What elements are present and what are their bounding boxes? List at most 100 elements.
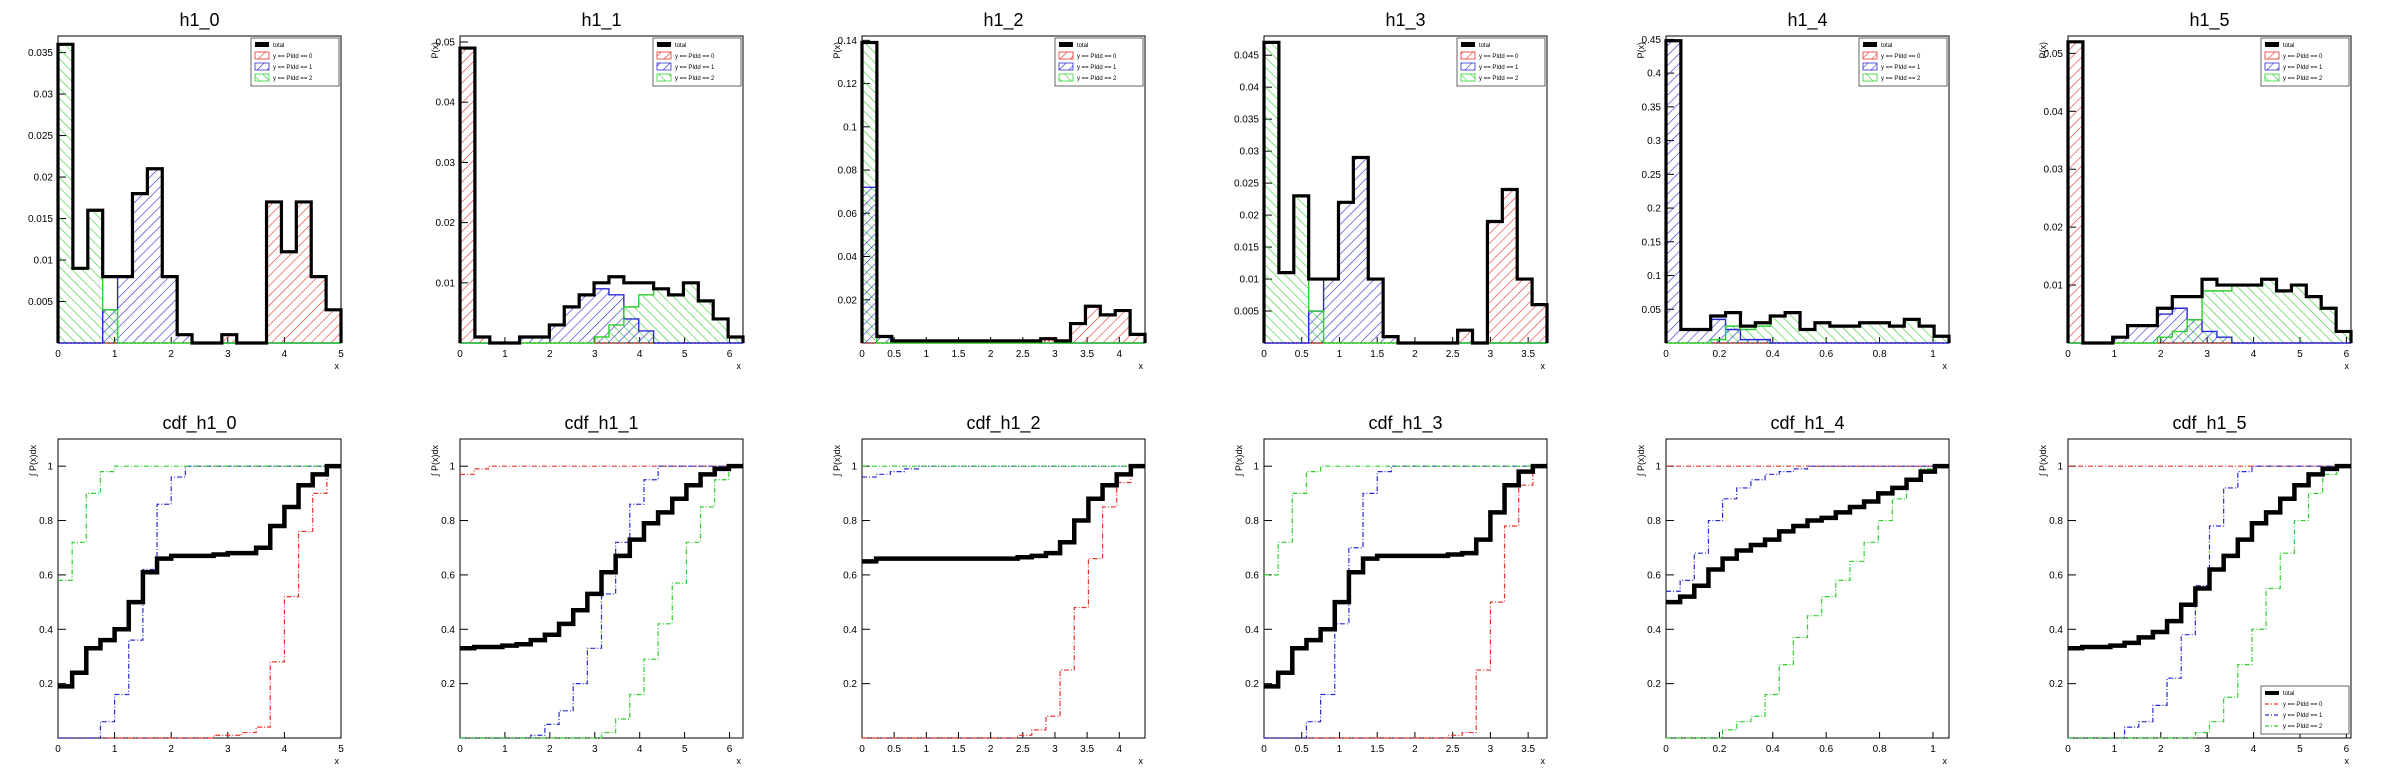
hist-bar-pid0 [1130, 334, 1145, 343]
y-tick-label: 0.4 [843, 625, 857, 636]
x-tick-label: 3 [1488, 349, 1494, 360]
hist-bar-pid1 [1353, 157, 1369, 343]
x-tick-label: 6 [2344, 744, 2350, 755]
y-tick-label: 0.035 [1234, 115, 1259, 126]
legend-label: total [2283, 691, 2294, 697]
hist-bar-pid0 [221, 334, 237, 343]
y-axis-label: P(x) [430, 42, 440, 59]
y-tick-label: 0.01 [2044, 281, 2064, 292]
hist-bar-pid0 [1487, 221, 1503, 343]
hist-bar-pid1 [519, 336, 535, 343]
x-tick-label: 1 [1337, 744, 1343, 755]
x-tick-label: 2.5 [1016, 744, 1030, 755]
x-tick-label: 5 [682, 744, 688, 755]
x-tick-label: 3.5 [1080, 744, 1094, 755]
x-tick-label: 3 [1052, 744, 1058, 755]
y-tick-label: 0.045 [1234, 51, 1259, 62]
cdf-line-total [862, 463, 1145, 564]
legend-label: y == PIdd == 0 [1479, 54, 1519, 60]
x-tick-label: 3 [592, 349, 598, 360]
x-tick-label: 2 [168, 349, 174, 360]
hist-bar-pid0 [281, 251, 297, 343]
x-tick-label: 1.5 [1370, 349, 1384, 360]
y-axis-label: ∫ P(x)dx [1636, 445, 1646, 477]
x-tick-label: 4 [282, 349, 288, 360]
hist-bar-pid2 [2306, 296, 2322, 343]
y-axis-label: ∫ P(x)dx [430, 445, 440, 477]
x-axis-label: x [335, 361, 340, 371]
legend-label: total [1881, 43, 1892, 49]
x-tick-label: 0 [457, 744, 463, 755]
x-tick-label: 1.5 [952, 744, 966, 755]
x-tick-label: 2.5 [1016, 349, 1030, 360]
y-tick-label: 0.01 [436, 278, 456, 289]
x-tick-label: 0.2 [1712, 349, 1726, 360]
hist-bar-pid2 [2261, 279, 2277, 343]
legend-swatch-pid2 [656, 73, 672, 82]
hist-bar-pid1 [549, 324, 565, 343]
legend-swatch-pid2 [1058, 73, 1074, 82]
cdf-line-pid1 [2068, 465, 2351, 739]
legend-label: y == PIdd == 2 [2283, 724, 2323, 730]
x-tick-label: 0 [1261, 744, 1267, 755]
y-tick-label: 0.35 [1642, 102, 1662, 113]
hist-bar-pid2 [2216, 290, 2232, 343]
hist-bar-pid1 [1740, 339, 1756, 343]
hist-bar-pid1 [1308, 311, 1324, 343]
hist-bar-pid0 [1070, 323, 1086, 343]
chart-panel-h1-1: h1_1 0 1 2 3 4 5 6 0.01 0.02 0.03 0.04 0.05 x P(x) tota… [430, 10, 745, 371]
hist-bar-pid2 [1934, 336, 1949, 343]
y-tick-label: 0.03 [436, 158, 456, 169]
hist-bar-pid1 [2157, 314, 2173, 343]
x-tick-label: 0.8 [1873, 349, 1887, 360]
chart-title: h1_5 [2189, 10, 2229, 31]
y-axis-label: ∫ P(x)dx [2038, 445, 2048, 477]
x-tick-label: 0 [2065, 744, 2071, 755]
x-tick-label: 0 [859, 744, 865, 755]
chart-panel-h1-0: h1_0 0 1 2 3 4 5 0.005 0.01 0.015 0.02 0.025 0.03 0.0… [28, 10, 344, 371]
x-tick-label: 0.8 [1873, 744, 1887, 755]
hist-bar-pid1 [876, 336, 892, 343]
legend-label: y == PIdd == 2 [1077, 76, 1117, 82]
y-tick-label: 0.03 [2044, 165, 2064, 176]
chart-title: cdf_h1_2 [966, 413, 1040, 434]
legend: total y == PIdd == 0 y == PIdd == 1 y == PI… [652, 37, 742, 87]
y-tick-label: 1 [1655, 462, 1661, 473]
legend-swatch-total [1461, 42, 1475, 47]
legend-label: y == PIdd == 0 [2283, 54, 2323, 60]
y-tick-label: 0.14 [838, 36, 858, 47]
legend: total y == PIdd == 0 y == PIdd == 1 y == PI… [1054, 37, 1144, 87]
x-tick-label: 2 [168, 744, 174, 755]
y-tick-label: 0.8 [2049, 516, 2063, 527]
hist-bar-pid2 [2291, 285, 2307, 343]
legend: total y == PIdd == 0 y == PIdd == 1 y == PI… [2260, 37, 2350, 87]
hist-bar-pid2 [1859, 322, 1875, 343]
hist-bar-pid2 [87, 210, 103, 343]
hist-bar-pid1 [1725, 329, 1741, 343]
legend-swatch-pid1 [1058, 62, 1074, 71]
x-axis-label: x [335, 756, 340, 766]
x-tick-label: 1 [2112, 744, 2118, 755]
legend-label: y == PIdd == 0 [1077, 54, 1117, 60]
legend: total y == PIdd == 0 y == PIdd == 1 y == PI… [250, 37, 340, 87]
x-tick-label: 2 [1412, 349, 1418, 360]
x-tick-label: 0.2 [1712, 744, 1726, 755]
cdf-line-pid2 [1666, 465, 1949, 739]
legend-swatch-pid2 [1862, 73, 1878, 82]
y-tick-label: 0.8 [39, 516, 53, 527]
hist-bar-pid2 [1904, 319, 1920, 343]
x-tick-label: 3.5 [1521, 349, 1535, 360]
x-tick-label: 4 [637, 744, 643, 755]
hist-bar-pid2 [1293, 195, 1309, 343]
y-tick-label: 0.03 [34, 90, 54, 101]
legend-swatch-pid1 [254, 62, 270, 71]
x-axis-label: x [737, 361, 742, 371]
legend-swatch-pid2 [1460, 73, 1476, 82]
legend-label: y == PIdd == 0 [2283, 702, 2323, 708]
hist-bar-pid1 [608, 294, 624, 343]
y-tick-label: 0.4 [39, 625, 53, 636]
x-axis-label: x [737, 756, 742, 766]
x-axis-label: x [1541, 361, 1546, 371]
cdf-line-pid1 [862, 465, 1145, 478]
x-tick-label: 1 [924, 744, 930, 755]
